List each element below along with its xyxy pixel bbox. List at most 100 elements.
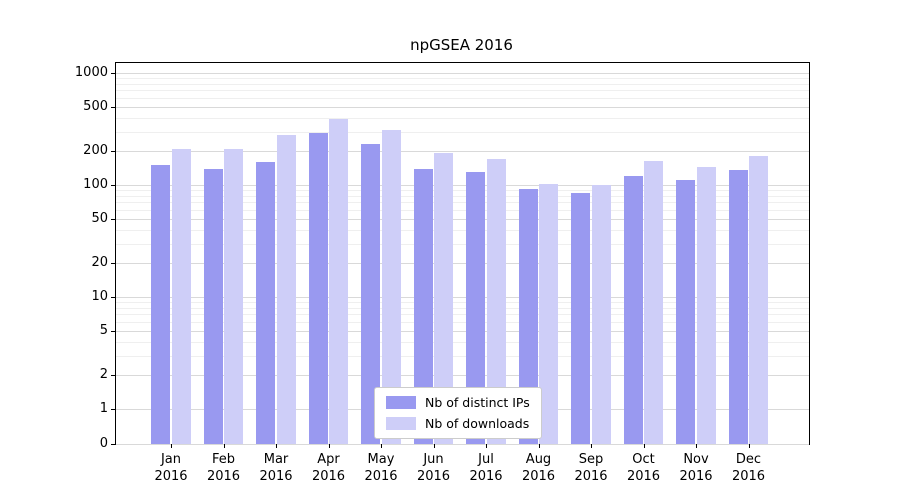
- bar-downloads-may: [381, 129, 401, 444]
- minor-gridline: [116, 314, 809, 316]
- plot-area: 0 1 2 5 10 20 50 100 200 500 1000 Jan 2016 Feb 2016 Mar…: [75, 62, 810, 484]
- x-tick-month: Aug: [525, 452, 552, 467]
- major-gridline: [116, 151, 809, 153]
- x-tick-year: 2016: [521, 469, 556, 484]
- y-axis-tick-label: 1: [99, 401, 108, 416]
- x-tick-month: Dec: [735, 452, 762, 467]
- minor-gridline: [116, 195, 809, 197]
- x-axis-tick: [381, 444, 382, 448]
- y-axis-tick-label: 10: [91, 289, 108, 304]
- x-tick-year: 2016: [731, 469, 766, 484]
- x-axis-tick-label: Jan 2016: [141, 451, 201, 485]
- minor-gridline: [116, 341, 809, 343]
- y-axis-tick: [111, 151, 115, 153]
- y-axis-tick: [111, 185, 115, 186]
- bar-distinct-ips-nov: [676, 180, 695, 444]
- x-axis-tick-label: Jun 2016: [404, 451, 464, 485]
- x-axis-tick: [486, 444, 487, 448]
- minor-gridline: [116, 229, 809, 231]
- major-gridline: [116, 263, 809, 265]
- major-gridline: [116, 297, 809, 298]
- bar-distinct-ips-dec: [728, 170, 748, 444]
- bar-downloads-apr: [329, 118, 348, 444]
- major-gridline: [116, 330, 809, 332]
- y-axis-tick: [111, 218, 115, 220]
- x-axis-tick: [433, 444, 435, 448]
- y-axis-tick: [111, 263, 115, 265]
- x-tick-month: Jan: [160, 452, 182, 467]
- minor-gridline: [116, 90, 809, 92]
- x-axis-tick: [328, 444, 330, 448]
- bar-downloads-jun: [434, 152, 453, 444]
- y-axis-tick-label: 100: [83, 177, 108, 192]
- major-gridline: [116, 106, 809, 108]
- x-axis-tick-label: Oct 2016: [614, 451, 674, 485]
- minor-gridline: [116, 355, 809, 357]
- x-axis-tick: [171, 444, 172, 448]
- x-axis-tick: [643, 444, 645, 448]
- legend-swatch-distinct-ips: [386, 396, 416, 409]
- bar-distinct-ips-feb: [203, 168, 223, 444]
- x-axis-tick: [276, 444, 277, 448]
- major-gridline: [116, 185, 809, 186]
- y-axis-tick-label: 5: [99, 322, 108, 338]
- bar-distinct-ips-apr: [308, 133, 328, 444]
- minor-gridline: [116, 78, 809, 80]
- x-tick-month: May: [367, 452, 395, 467]
- major-gridline: [116, 444, 809, 445]
- x-tick-year: 2016: [311, 469, 346, 484]
- y-axis-tick-label: 2: [99, 367, 108, 383]
- x-tick-year: 2016: [574, 469, 608, 484]
- legend: Nb of distinct IPs Nb of downloads: [374, 387, 542, 439]
- minor-gridline: [116, 302, 809, 304]
- x-tick-year: 2016: [416, 469, 451, 484]
- x-axis-tick-label: Aug 2016: [509, 451, 569, 485]
- bar-downloads-aug: [539, 183, 558, 444]
- major-gridline: [116, 375, 809, 377]
- bar-distinct-ips-mar: [256, 162, 275, 444]
- y-axis-tick-label: 500: [83, 98, 108, 114]
- major-gridline: [116, 73, 809, 74]
- bar-distinct-ips-aug: [518, 189, 538, 444]
- minor-gridline: [116, 202, 809, 204]
- bar-downloads-feb: [224, 148, 243, 444]
- x-axis-tick-label: Feb 2016: [194, 451, 254, 485]
- minor-gridline: [116, 190, 809, 192]
- x-axis-tick-label: May 2016: [351, 451, 411, 485]
- bar-distinct-ips-jul: [466, 172, 485, 444]
- x-axis-tick-label: Apr 2016: [299, 451, 359, 485]
- x-axis-tick-label: Sep 2016: [561, 451, 621, 485]
- x-tick-month: Jul: [478, 452, 494, 467]
- x-tick-year: 2016: [679, 469, 713, 484]
- bar-distinct-ips-sep: [571, 192, 590, 444]
- y-axis-tick-label: 0: [99, 436, 108, 451]
- x-tick-year: 2016: [259, 469, 293, 484]
- y-axis-tick: [111, 73, 115, 74]
- x-tick-month: Sep: [578, 452, 604, 467]
- legend-swatch-downloads: [386, 417, 416, 430]
- x-axis-tick: [748, 444, 750, 448]
- y-axis-tick: [111, 330, 115, 332]
- bar-distinct-ips-jan: [151, 165, 170, 444]
- bar-downloads-mar: [276, 134, 296, 444]
- major-gridline: [116, 218, 809, 220]
- bar-downloads-nov: [696, 166, 716, 444]
- chart-title: npGSEA 2016: [410, 36, 513, 54]
- legend-label-distinct-ips: Nb of distinct IPs: [425, 395, 530, 410]
- y-axis-tick-label: 20: [91, 255, 108, 271]
- x-axis-tick-label: Mar 2016: [246, 451, 306, 485]
- y-axis-tick: [111, 444, 115, 445]
- y-axis-tick-label: 50: [91, 210, 108, 226]
- minor-gridline: [116, 321, 809, 323]
- y-axis-tick: [111, 297, 115, 298]
- bar-distinct-ips-oct: [623, 176, 643, 444]
- x-tick-year: 2016: [154, 469, 188, 484]
- minor-gridline: [116, 117, 809, 119]
- legend-item-distinct-ips: Nb of distinct IPs: [386, 395, 530, 410]
- x-tick-year: 2016: [626, 469, 661, 484]
- x-axis-tick: [223, 444, 225, 448]
- minor-gridline: [116, 307, 809, 309]
- minor-gridline: [116, 209, 809, 211]
- x-tick-year: 2016: [206, 469, 241, 484]
